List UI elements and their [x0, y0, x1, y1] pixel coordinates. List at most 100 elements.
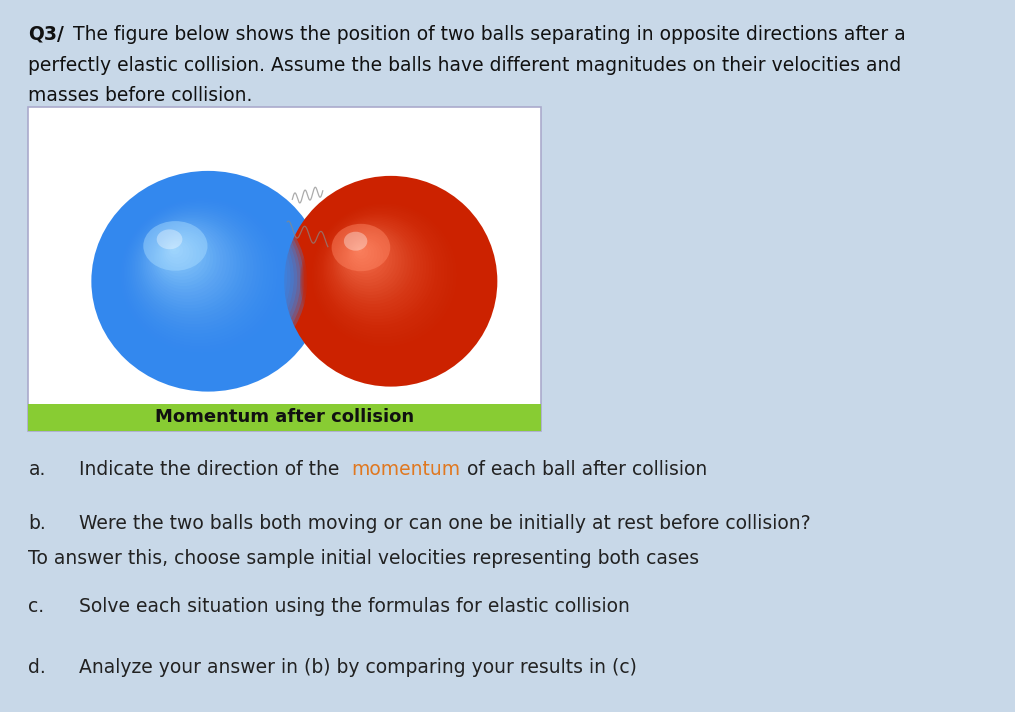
Ellipse shape [170, 245, 180, 254]
Ellipse shape [357, 248, 362, 253]
Ellipse shape [311, 201, 460, 350]
Text: To answer this, choose sample initial velocities representing both cases: To answer this, choose sample initial ve… [28, 550, 699, 568]
Text: Were the two balls both moving or can one be initially at rest before collision?: Were the two balls both moving or can on… [79, 514, 811, 533]
Ellipse shape [163, 239, 193, 267]
Ellipse shape [154, 230, 213, 286]
Ellipse shape [337, 228, 405, 295]
Ellipse shape [112, 191, 300, 369]
Ellipse shape [334, 225, 411, 301]
Ellipse shape [304, 196, 472, 362]
Ellipse shape [165, 241, 190, 264]
Ellipse shape [128, 206, 267, 337]
Ellipse shape [133, 210, 257, 328]
Ellipse shape [344, 231, 367, 251]
Ellipse shape [114, 192, 297, 365]
Ellipse shape [172, 246, 177, 251]
Ellipse shape [353, 244, 371, 262]
Ellipse shape [127, 204, 270, 340]
Text: c.: c. [28, 597, 45, 616]
Text: perfectly elastic collision. Assume the balls have different magnitudes on their: perfectly elastic collision. Assume the … [28, 56, 901, 75]
Ellipse shape [347, 238, 384, 274]
FancyBboxPatch shape [28, 107, 541, 431]
Ellipse shape [315, 206, 451, 340]
Ellipse shape [147, 224, 226, 299]
Ellipse shape [146, 222, 230, 302]
Ellipse shape [324, 215, 432, 323]
Ellipse shape [351, 242, 375, 265]
Ellipse shape [160, 236, 200, 273]
Ellipse shape [111, 189, 303, 372]
FancyBboxPatch shape [28, 404, 541, 431]
Ellipse shape [338, 229, 402, 292]
Ellipse shape [141, 218, 241, 312]
Ellipse shape [158, 234, 203, 277]
Ellipse shape [322, 214, 435, 325]
Ellipse shape [320, 211, 442, 331]
Ellipse shape [325, 216, 429, 319]
Ellipse shape [333, 224, 414, 304]
Ellipse shape [312, 203, 457, 347]
Ellipse shape [300, 192, 481, 371]
Ellipse shape [340, 231, 399, 289]
Text: Indicate the direction of the: Indicate the direction of the [79, 461, 351, 479]
Text: masses before collision.: masses before collision. [28, 86, 253, 105]
Ellipse shape [346, 236, 387, 277]
Ellipse shape [117, 195, 290, 359]
Ellipse shape [307, 197, 469, 359]
Ellipse shape [150, 227, 220, 293]
Ellipse shape [139, 216, 244, 315]
Text: a.: a. [28, 461, 46, 479]
Ellipse shape [331, 222, 417, 307]
Ellipse shape [332, 224, 390, 271]
Ellipse shape [91, 171, 325, 392]
Ellipse shape [317, 208, 448, 337]
Text: d.: d. [28, 659, 46, 677]
Text: momentum: momentum [351, 461, 461, 479]
Ellipse shape [152, 229, 216, 289]
Ellipse shape [109, 187, 308, 375]
Ellipse shape [131, 209, 260, 330]
Ellipse shape [308, 199, 466, 356]
Ellipse shape [350, 241, 378, 268]
Ellipse shape [301, 193, 478, 368]
Text: of each ball after collision: of each ball after collision [461, 461, 706, 479]
Ellipse shape [318, 209, 445, 335]
Ellipse shape [138, 215, 247, 318]
Ellipse shape [142, 219, 236, 308]
Ellipse shape [149, 226, 223, 295]
Ellipse shape [144, 221, 233, 305]
Ellipse shape [123, 201, 277, 347]
Ellipse shape [120, 198, 284, 353]
Ellipse shape [348, 239, 381, 271]
Ellipse shape [116, 194, 294, 362]
Ellipse shape [341, 232, 396, 286]
Ellipse shape [122, 199, 280, 350]
Text: The figure below shows the position of two balls separating in opposite directio: The figure below shows the position of t… [67, 25, 905, 44]
Ellipse shape [161, 238, 197, 271]
Ellipse shape [166, 242, 187, 261]
Text: Solve each situation using the formulas for elastic collision: Solve each situation using the formulas … [79, 597, 630, 616]
Ellipse shape [157, 233, 207, 280]
Ellipse shape [314, 205, 454, 344]
Ellipse shape [168, 244, 183, 258]
Text: Momentum after collision: Momentum after collision [155, 409, 414, 426]
Text: Analyze your answer in (b) by comparing your results in (c): Analyze your answer in (b) by comparing … [79, 659, 637, 677]
Ellipse shape [136, 213, 251, 321]
Text: Q3/: Q3/ [28, 25, 64, 44]
Ellipse shape [356, 247, 365, 256]
Ellipse shape [328, 219, 423, 313]
Ellipse shape [330, 221, 420, 310]
Ellipse shape [354, 245, 368, 258]
Ellipse shape [125, 203, 274, 343]
Text: b.: b. [28, 514, 46, 533]
Ellipse shape [327, 218, 426, 316]
Ellipse shape [119, 197, 287, 356]
Ellipse shape [155, 231, 210, 283]
Ellipse shape [321, 212, 438, 328]
Ellipse shape [156, 229, 183, 249]
Ellipse shape [284, 176, 497, 387]
Ellipse shape [303, 194, 475, 365]
Ellipse shape [335, 226, 408, 298]
Ellipse shape [343, 234, 393, 283]
Ellipse shape [135, 211, 254, 324]
